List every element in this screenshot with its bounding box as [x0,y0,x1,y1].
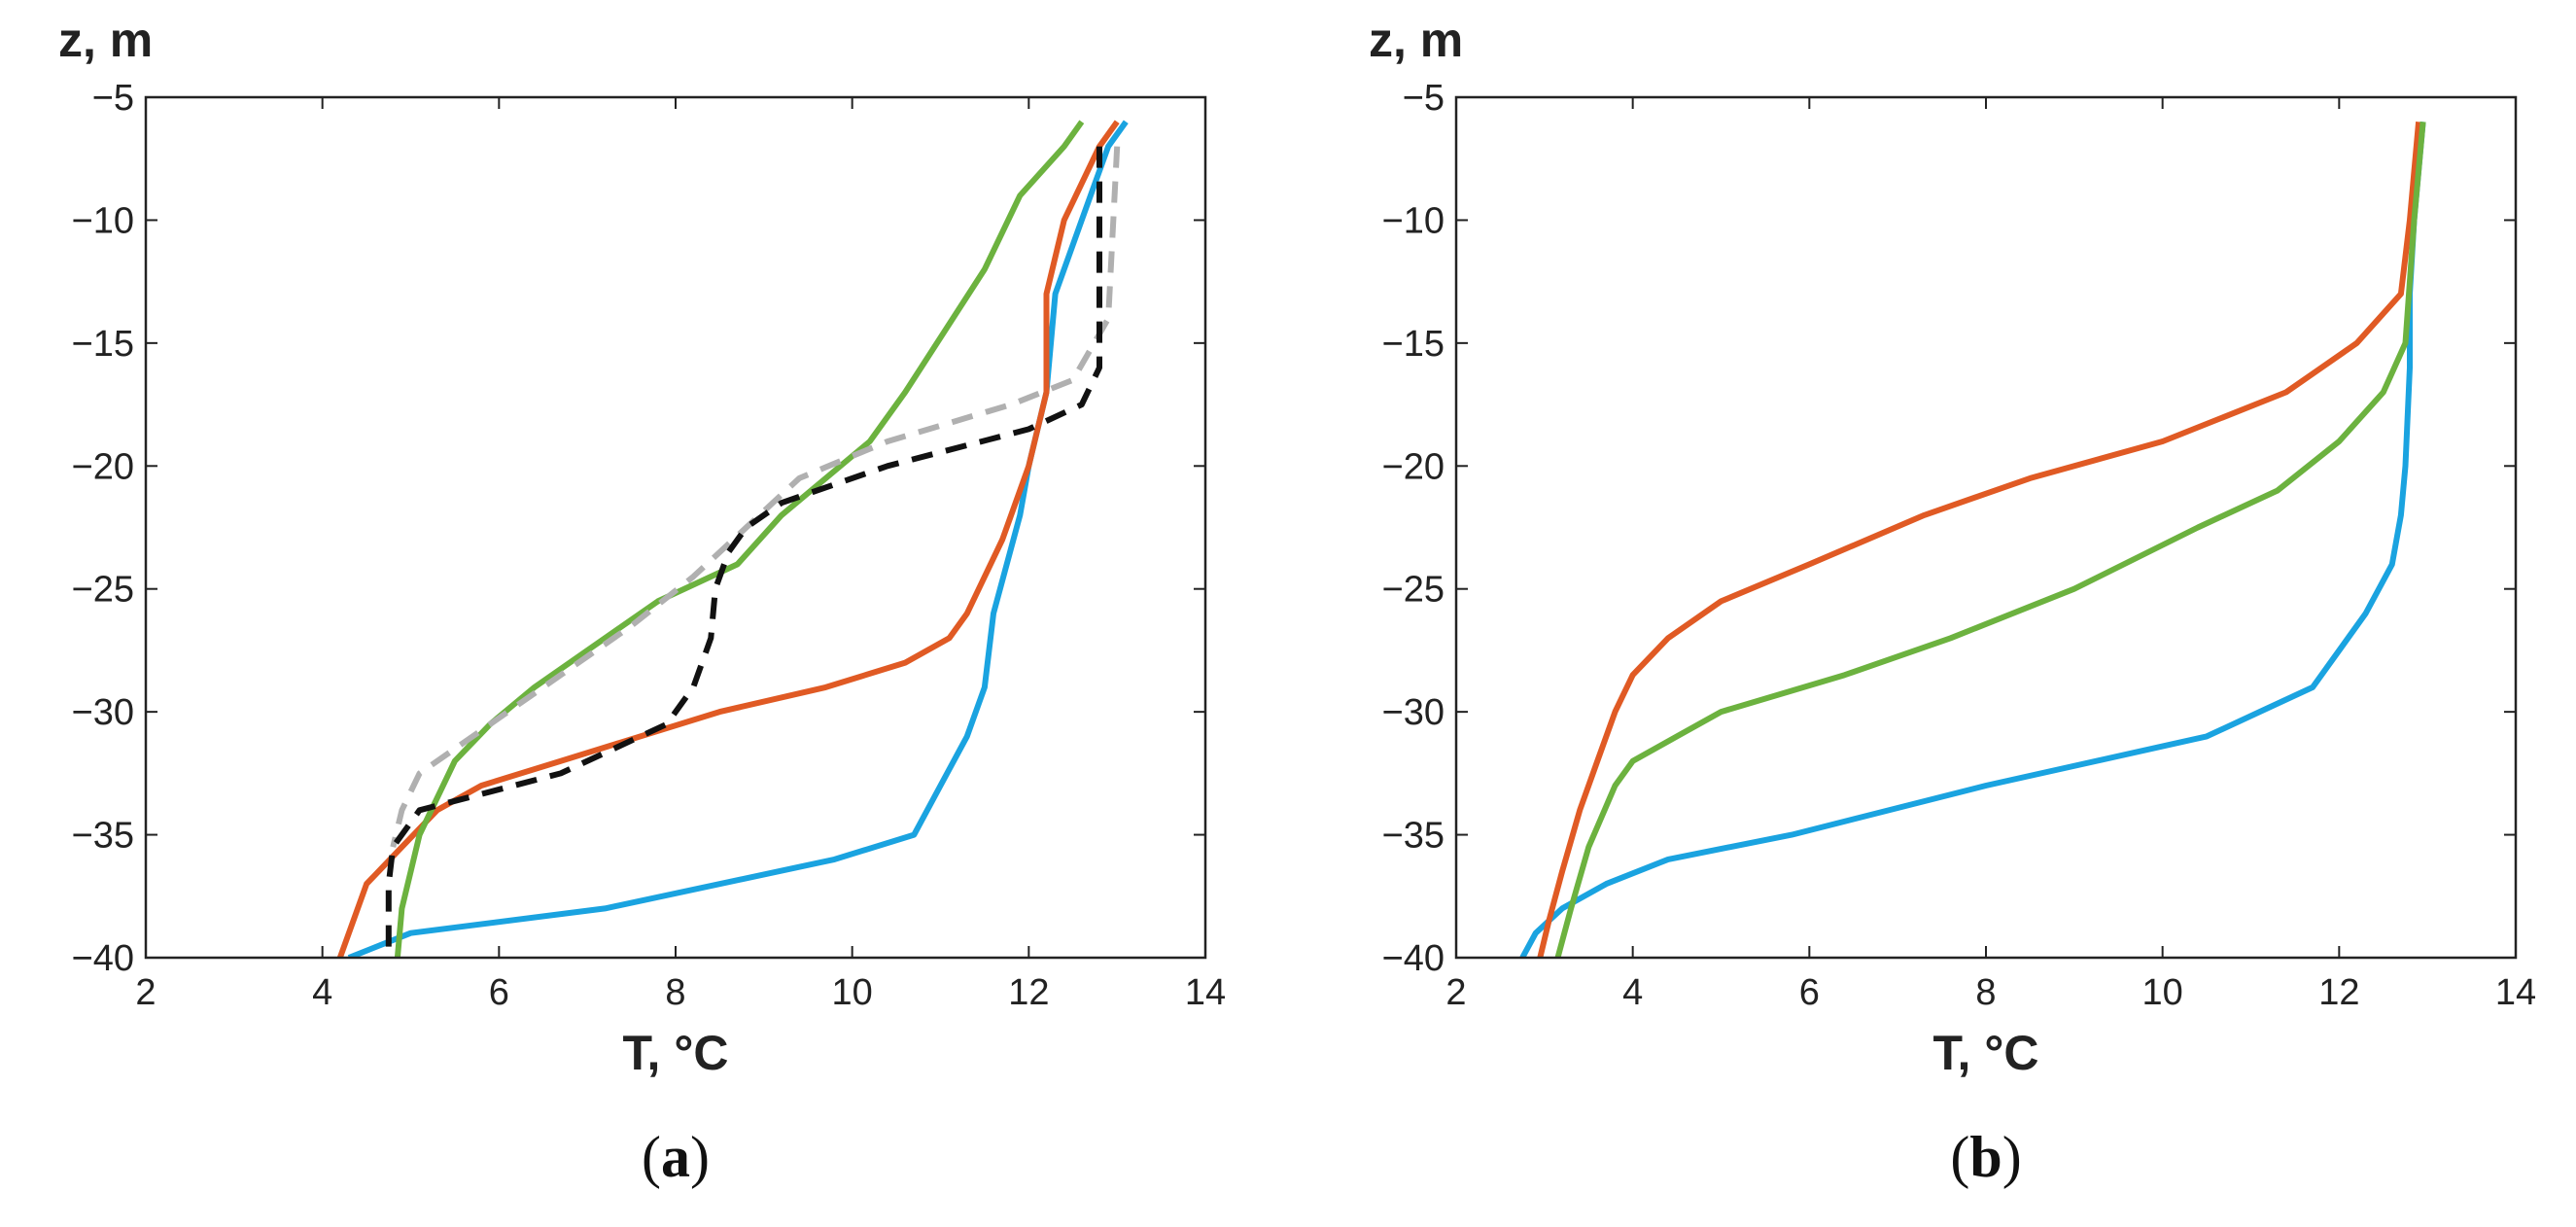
panel-a-ytick-label: −25 [72,570,134,611]
panel-a-axes-box [144,95,1207,960]
panel-b-xlabel: T, °C [1933,1026,2039,1080]
panel-a-xtick-label: 4 [312,972,332,1013]
panel-a-series-gray-dashed [390,146,1121,848]
panel-b-series-green [1554,122,2426,958]
panel-b-ytick-label: −10 [1382,200,1445,241]
panel-a: 2 4 6 8 10 12 14 −5 −10 −15 −20 −25 −30 −35 −40 z, m T, … [58,13,1226,1189]
panel-b-ytick-label: −15 [1382,324,1445,365]
panel-a-ytick-label: −20 [72,446,134,487]
panel-a-xtick-label: 14 [1185,972,1226,1013]
panel-b-ytick-label: −5 [1403,78,1445,119]
panel-b-ytick-label: −40 [1382,938,1445,979]
panel-a-ytick-label: −40 [72,938,134,979]
panel-b: 2 4 6 8 10 12 14 −5 −10 −15 −20 −25 −30 −35 −40 z, m T, … [1369,13,2536,1189]
panel-a-xlabel: T, °C [623,1026,729,1080]
panel-b-ytick-label: −35 [1382,816,1445,857]
panel-a-ytick-label: −10 [72,200,134,241]
panel-b-ytick-label: −20 [1382,446,1445,487]
panel-b-xtick-label: 12 [2318,972,2359,1013]
panel-b-series-orange [1537,122,2422,958]
panel-a-ytick-label: −35 [72,816,134,857]
panel-a-xtick-label: 12 [1008,972,1049,1013]
panel-a-series-orange [336,120,1120,958]
panel-a-ytick-label: −5 [92,78,134,119]
panel-a-series-green [394,120,1085,958]
panel-b-xtick-label: 6 [1799,972,1820,1013]
panel-a-ylabel: z, m [58,13,153,67]
panel-a-series-black-dashed [385,146,1102,958]
panel-a-xtick-label: 2 [135,972,156,1013]
panel-a-xtick-label: 10 [832,972,873,1013]
panel-a-series [336,120,1129,958]
panel-b-series [1519,122,2426,958]
panel-a-panel-label: (a) [642,1125,710,1189]
panel-b-xtick-label: 10 [2142,972,2183,1013]
panel-a-xtick-label: 6 [489,972,509,1013]
panel-b-xtick-label: 4 [1622,972,1643,1013]
panel-a-xtick-label: 8 [665,972,685,1013]
panel-b-ytick-label: −25 [1382,570,1445,611]
panel-b-axes-box [1454,95,2518,960]
panel-b-xtick-label: 8 [1975,972,1996,1013]
panel-a-ytick-label: −30 [72,692,134,733]
panel-b-xtick-label: 2 [1445,972,1466,1013]
panel-b-panel-label: (b) [1950,1125,2021,1189]
panel-a-series-blue [347,120,1129,958]
panel-b-series-blue [1519,122,2426,958]
panel-a-ytick-label: −15 [72,324,134,365]
panel-b-ylabel: z, m [1369,13,1463,67]
panel-b-ytick-label: −30 [1382,692,1445,733]
panel-b-xtick-label: 14 [2495,972,2536,1013]
